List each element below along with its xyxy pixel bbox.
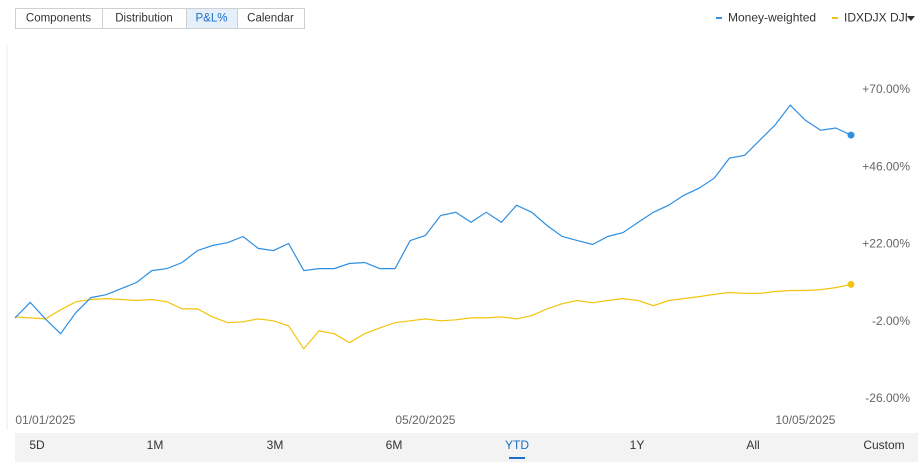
range-button[interactable]: Custom [863,438,904,452]
x-tick-label: 05/20/2025 [395,413,455,427]
range-button[interactable]: 3M [267,438,284,452]
end-point [847,280,855,288]
range-button[interactable]: 1M [147,438,164,452]
y-tick-label: -2.00% [872,314,910,328]
range-button[interactable]: 6M [386,438,403,452]
y-tick-label: +22.00% [862,237,910,251]
range-bar [15,433,918,462]
series-line [14,104,852,335]
tab-label[interactable]: Calendar [247,13,294,25]
x-tick-label: 01/01/2025 [15,413,75,427]
range-button[interactable]: YTD [505,438,529,452]
range-button[interactable]: 1Y [630,438,645,452]
y-tick-label: +46.00% [862,159,910,173]
y-tick-label: -26.00% [865,391,910,405]
tab-label[interactable]: P&L% [196,13,228,25]
range-button[interactable]: 5D [29,438,45,452]
end-point [847,131,855,139]
tab[interactable] [237,8,305,29]
x-tick-label: 10/05/2025 [775,413,835,427]
legend-dropdown[interactable] [907,16,915,21]
tab-label[interactable]: Distribution [115,13,173,25]
legend-label[interactable]: Money-weighted [728,11,816,25]
range-button[interactable]: All [746,438,759,452]
y-tick-label: +70.00% [862,82,910,96]
tab-label[interactable]: Components [26,13,91,25]
legend-label[interactable]: IDXDJX DJI [844,11,908,25]
series-line [14,283,852,350]
